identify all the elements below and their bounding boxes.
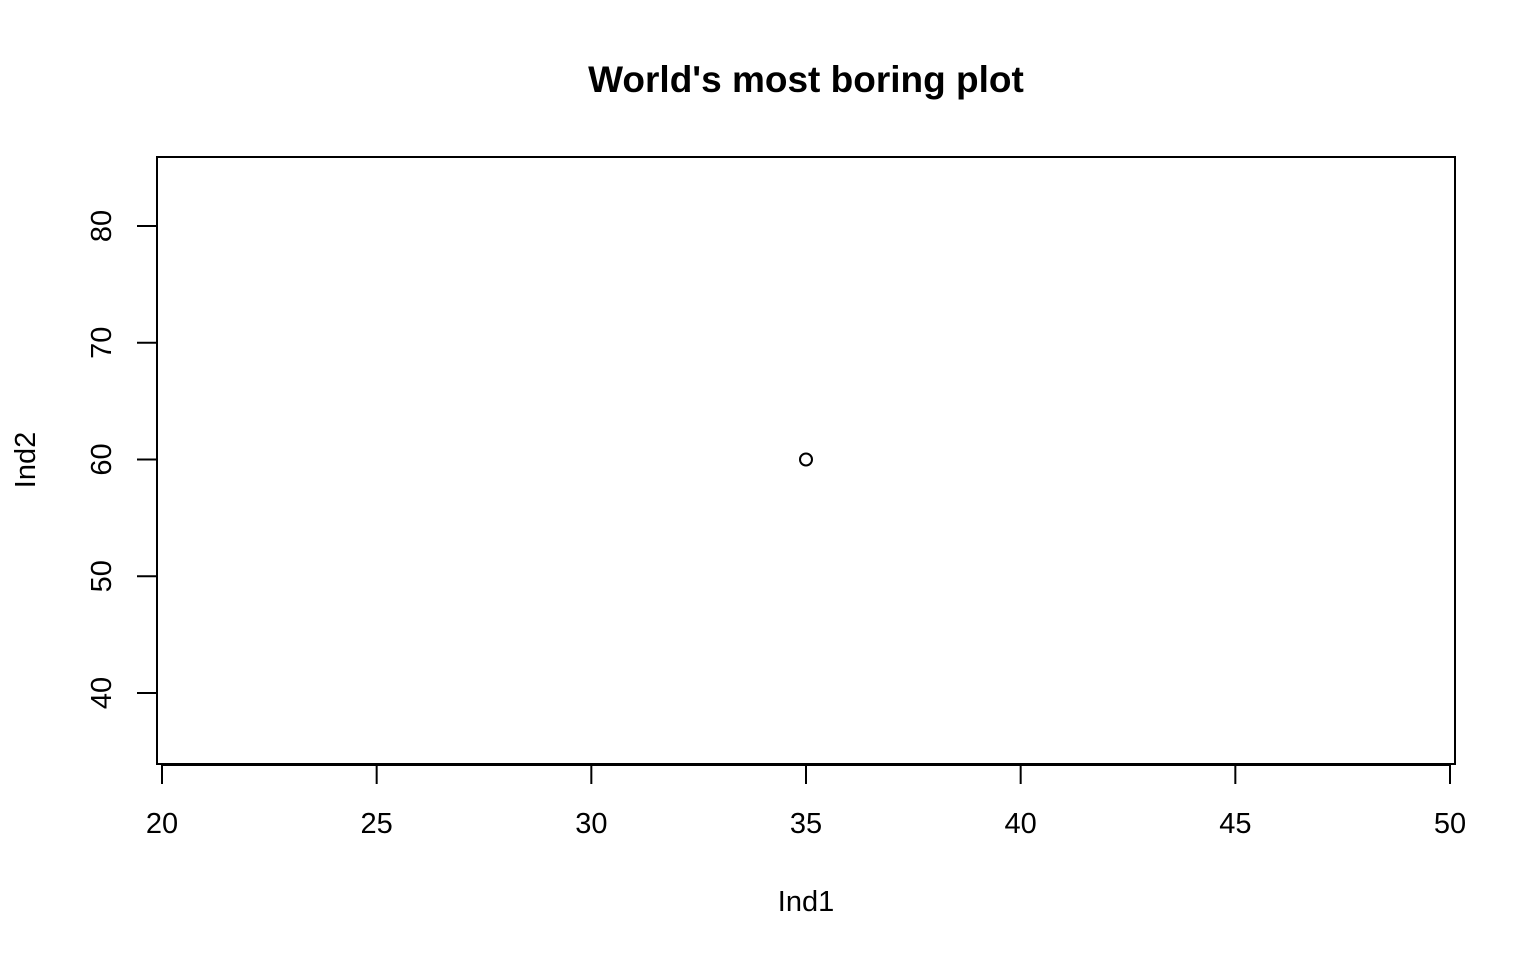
- y-tick-label: 60: [86, 443, 118, 475]
- y-tick-label: 40: [86, 677, 118, 709]
- x-tick-label: 40: [1005, 808, 1037, 840]
- data-points: [799, 452, 813, 467]
- x-tick-label: 30: [575, 808, 607, 840]
- data-point: [799, 452, 813, 467]
- chart-title: World's most boring plot: [588, 59, 1024, 100]
- x-tick-label: 25: [361, 808, 393, 840]
- x-axis-label: Ind1: [778, 886, 834, 918]
- x-tick-label: 45: [1219, 808, 1251, 840]
- x-tick-label: 35: [790, 808, 822, 840]
- y-tick-label: 50: [86, 560, 118, 592]
- y-tick-label: 70: [86, 327, 118, 359]
- y-tick-label: 80: [86, 210, 118, 242]
- x-axis: 20 25 30 35 40 45 50: [146, 764, 1466, 840]
- y-axis: 40 50 60 70 80: [86, 210, 158, 709]
- x-tick-label: 20: [146, 808, 178, 840]
- y-axis-label: Ind2: [10, 432, 42, 488]
- x-tick-label: 50: [1434, 808, 1466, 840]
